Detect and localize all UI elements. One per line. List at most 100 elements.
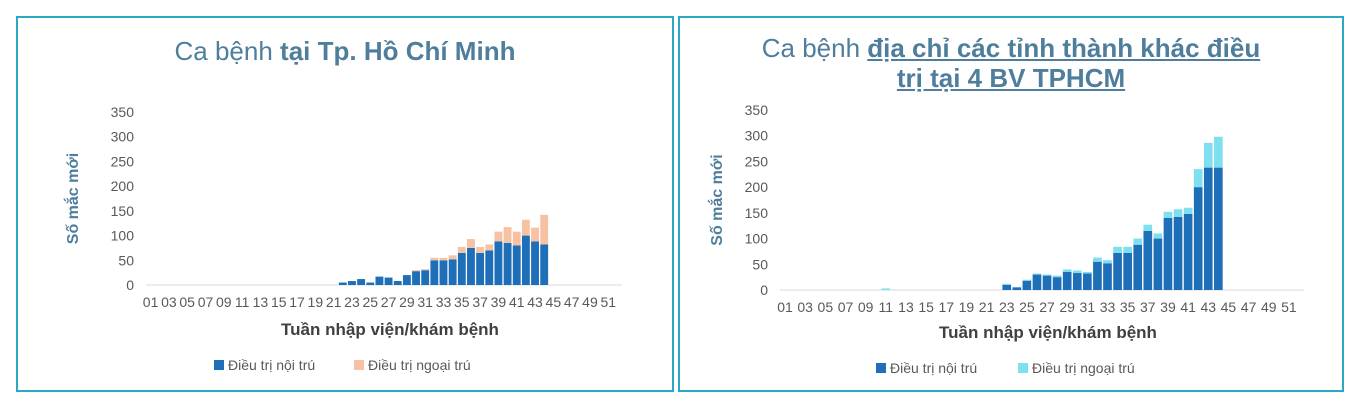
bar-outpatient xyxy=(1072,270,1082,274)
bar-inpatient xyxy=(476,252,485,285)
bar-outpatient xyxy=(881,288,891,290)
chart-title-provinces: Ca bệnh địa chỉ các tỉnh thành khác điều… xyxy=(680,33,1342,93)
bar-inpatient xyxy=(1062,272,1072,290)
bar-outpatient xyxy=(430,257,439,261)
legend-swatch-outpatient xyxy=(354,360,364,370)
y-tick-label: 0 xyxy=(126,277,134,293)
legend-label-outpatient: Điều trị ngoại trú xyxy=(368,357,471,373)
bar-outpatient xyxy=(1133,238,1143,245)
bar-outpatient xyxy=(1002,283,1012,285)
bar-outpatient xyxy=(1032,273,1042,275)
legend-swatch-inpatient xyxy=(876,363,886,373)
bar-outpatient xyxy=(540,214,549,245)
bar-outpatient xyxy=(494,231,503,242)
legend-swatch-outpatient xyxy=(1018,363,1028,373)
y-axis-label: Số mắc mới xyxy=(63,153,82,244)
y-tick-label: 300 xyxy=(111,129,135,145)
bar-outpatient xyxy=(1113,246,1122,253)
bar-outpatient xyxy=(1193,169,1203,188)
x-tick-label: 51 xyxy=(1281,299,1297,315)
bar-inpatient xyxy=(1163,218,1173,290)
bar-inpatient xyxy=(366,282,375,285)
x-tick-label: 47 xyxy=(1241,299,1257,315)
bar-inpatient xyxy=(421,270,430,285)
bar-inpatient xyxy=(402,275,411,285)
bar-inpatient xyxy=(521,235,530,285)
x-tick-label: 41 xyxy=(1180,299,1196,315)
bar-inpatient xyxy=(439,260,448,285)
x-tick-label: 45 xyxy=(1221,299,1237,315)
bar-inpatient xyxy=(1173,216,1183,290)
bar-inpatient xyxy=(412,271,420,285)
bar-inpatient xyxy=(1183,213,1193,290)
bar-inpatient xyxy=(1133,244,1143,290)
x-tick-label: 49 xyxy=(582,294,598,310)
x-tick-label: 01 xyxy=(777,299,793,315)
legend-label-inpatient: Điều trị nội trú xyxy=(890,360,977,376)
bar-outpatient xyxy=(521,219,530,236)
x-tick-label: 01 xyxy=(143,294,159,310)
legend-label-outpatient: Điều trị ngoại trú xyxy=(1032,360,1135,376)
x-tick-label: 37 xyxy=(472,294,488,310)
x-tick-label: 09 xyxy=(216,294,232,310)
x-tick-label: 45 xyxy=(546,294,562,310)
x-tick-label: 47 xyxy=(564,294,580,310)
x-tick-label: 25 xyxy=(362,294,378,310)
bar-outpatient xyxy=(412,270,420,272)
bar-inpatient xyxy=(1093,261,1102,290)
chart-title-bold-line2: trị tại 4 BV TPHCM xyxy=(896,63,1126,93)
y-tick-label: 50 xyxy=(118,252,134,268)
bar-inpatient xyxy=(1193,187,1203,290)
bar-outpatient xyxy=(1123,246,1132,253)
chart-title-hcmc: Ca bệnh tại Tp. Hồ Chí Minh xyxy=(18,36,672,66)
x-tick-label: 11 xyxy=(879,299,894,315)
bar-outpatient xyxy=(1052,275,1062,278)
x-tick-label: 21 xyxy=(979,299,995,315)
x-axis-label: Tuần nhập viện/khám bệnh xyxy=(939,323,1157,342)
x-tick-label: 25 xyxy=(1019,299,1035,315)
bar-outpatient xyxy=(476,246,485,253)
chart-title-bold: tại Tp. Hồ Chí Minh xyxy=(280,36,516,66)
bar-inpatient xyxy=(357,279,366,285)
y-tick-label: 150 xyxy=(745,205,769,221)
bar-outpatient xyxy=(1214,136,1223,168)
bar-outpatient xyxy=(1042,274,1052,276)
y-tick-label: 250 xyxy=(745,153,769,169)
bar-inpatient xyxy=(1022,280,1032,290)
bar-inpatient xyxy=(1103,263,1112,290)
y-tick-label: 250 xyxy=(111,153,135,169)
chart-svg-provinces: 0 50 100 150 200 250 300 350 01 03 05 07 09 11 13 15 17 1… xyxy=(707,102,1304,376)
y-tick-label: 350 xyxy=(745,102,769,118)
bar-outpatient xyxy=(457,246,466,253)
bar-inpatient xyxy=(467,247,475,285)
x-tick-label: 17 xyxy=(289,294,305,310)
bar-outpatient xyxy=(503,227,512,243)
bar-inpatient xyxy=(375,276,384,285)
bar-inpatient xyxy=(1012,287,1022,290)
x-tick-label: 29 xyxy=(1059,299,1075,315)
bar-inpatient xyxy=(1113,252,1122,290)
chart-panel-provinces: Ca bệnh địa chỉ các tỉnh thành khác điều… xyxy=(678,16,1344,392)
bar-inpatient xyxy=(393,281,402,285)
x-tick-label: 49 xyxy=(1261,299,1277,315)
y-axis-label: Số mắc mới xyxy=(707,154,726,245)
x-tick-label: 07 xyxy=(198,294,214,310)
y-tick-label: 0 xyxy=(760,282,768,298)
x-tick-label: 43 xyxy=(527,294,543,310)
x-tick-label: 51 xyxy=(600,294,616,310)
bar-outpatient xyxy=(1062,269,1072,272)
bar-outpatient xyxy=(1093,257,1102,262)
legend-label-inpatient: Điều trị nội trú xyxy=(228,357,315,373)
bar-inpatient xyxy=(1153,238,1163,290)
bar-outpatient xyxy=(1183,207,1193,214)
bar-outpatient xyxy=(439,257,448,261)
x-tick-label: 31 xyxy=(417,294,433,310)
bar-outpatient xyxy=(448,255,457,260)
y-tick-label: 100 xyxy=(111,228,135,244)
y-tick-label: 300 xyxy=(745,128,769,144)
x-tick-label: 27 xyxy=(1039,299,1055,315)
bar-inpatient xyxy=(531,241,539,285)
bar-outpatient xyxy=(421,269,430,271)
x-tick-label: 41 xyxy=(509,294,525,310)
x-tick-label: 37 xyxy=(1140,299,1156,315)
